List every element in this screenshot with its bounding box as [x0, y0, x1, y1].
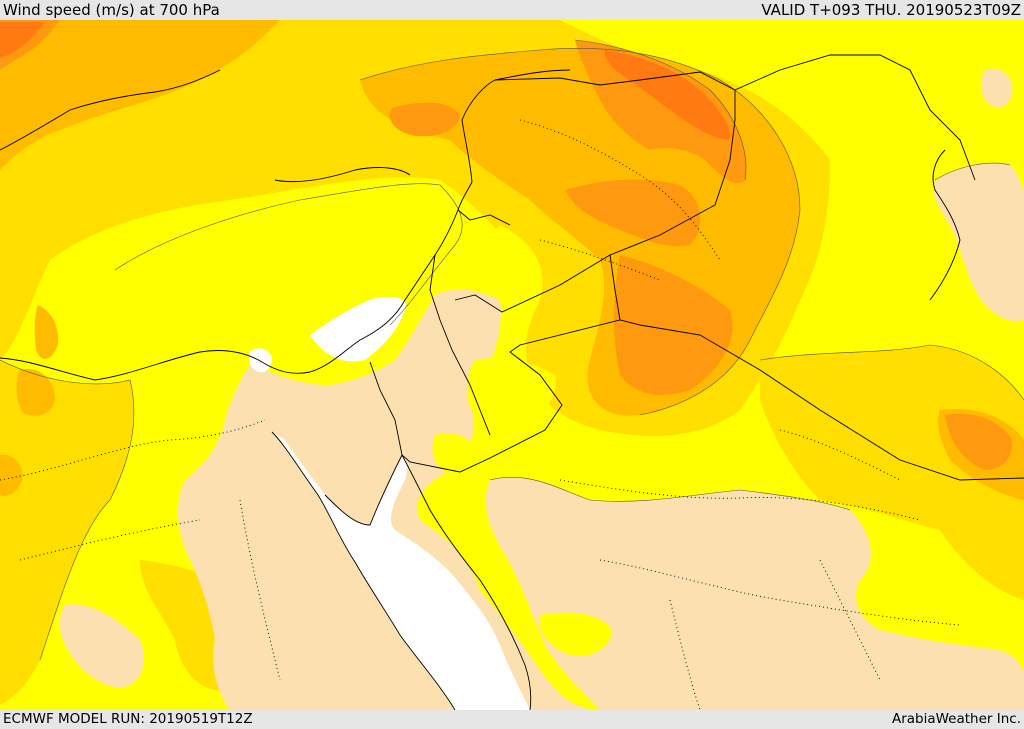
wind-map — [0, 20, 1024, 710]
calm-patch-gulf-east — [957, 653, 1024, 705]
red-sea-gulf-suez — [272, 432, 530, 710]
national-borders — [369, 54, 1024, 481]
very-strong-wind-core-nw — [0, 22, 45, 58]
fresh-wind-patch-west-3 — [34, 305, 59, 360]
moderate-wind-area-west — [0, 360, 134, 705]
strong-wind-area-syria-desert — [565, 179, 701, 247]
fresh-wind-patch-west — [16, 369, 55, 416]
strong-wind-area-iraq — [614, 255, 733, 395]
credit-label: ArabiaWeather Inc. — [891, 711, 1021, 727]
map-title: Wind speed (m/s) at 700 hPa — [3, 1, 220, 19]
missing-data-area-north — [310, 296, 406, 362]
coastlines — [0, 69, 961, 710]
wind-contours — [0, 39, 1024, 661]
calm-patch-sudan — [59, 604, 144, 688]
model-run-label: ECMWF MODEL RUN: 20190519T12Z — [3, 711, 253, 727]
calm-area-iran — [933, 163, 1024, 321]
map-header: Wind speed (m/s) at 700 hPa VALID T+093 … — [0, 0, 1024, 20]
wind-map-svg — [0, 20, 1024, 710]
fresh-wind-area-north — [0, 20, 280, 170]
calm-patch-east-north — [981, 68, 1013, 107]
map-footer: ECMWF MODEL RUN: 20190519T12Z ArabiaWeat… — [0, 710, 1024, 729]
strong-wind-area-north-syria — [575, 40, 746, 184]
fresh-wind-patch-west-2 — [0, 454, 23, 496]
very-strong-wind-core — [604, 50, 731, 140]
strong-wind-patch-gulf — [945, 413, 1013, 470]
valid-time: VALID T+093 THU. 20190523T09Z — [761, 1, 1021, 19]
calm-area-arabia — [485, 477, 1024, 710]
light-wind-hole-sinai-2 — [432, 433, 480, 475]
light-wind-hole-arabia — [539, 612, 612, 657]
strong-wind-patch-cyprus — [389, 102, 460, 137]
light-wind-hole-sinai — [467, 358, 556, 427]
nile-delta-missing — [248, 348, 272, 373]
moderate-wind-area-northeast — [760, 345, 1024, 600]
provincial-borders — [0, 119, 961, 710]
